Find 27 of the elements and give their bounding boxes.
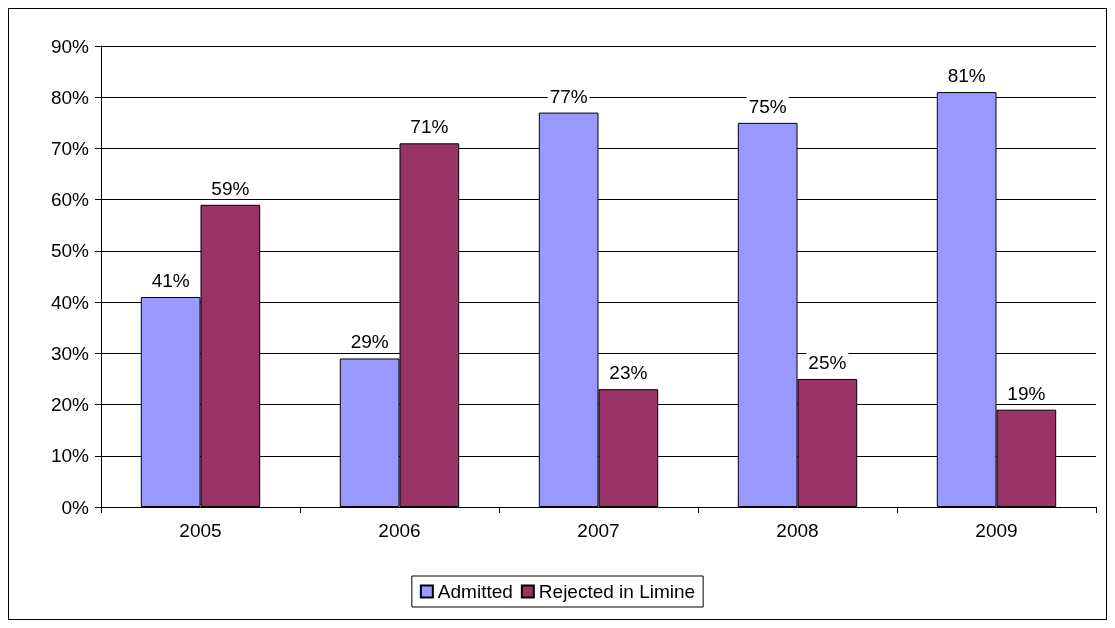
data-label: 19% [1007, 382, 1046, 404]
y-tick-label: 40% [50, 291, 90, 313]
data-label: 41% [151, 269, 190, 291]
y-tick-label: 60% [50, 189, 90, 211]
data-label: 81% [947, 65, 986, 87]
x-tick-label: 2008 [776, 520, 819, 541]
y-tick-label: 20% [50, 394, 90, 416]
legend-label: Rejected in Limine [538, 581, 696, 602]
legend-label: Admitted [437, 581, 513, 602]
y-tick-label: 30% [50, 342, 90, 364]
x-tick-label: 2007 [577, 520, 620, 541]
x-tick-label: 2009 [975, 520, 1018, 541]
data-label: 23% [609, 362, 648, 384]
y-tick-label: 0% [61, 496, 90, 518]
y-tick-label: 50% [50, 240, 90, 262]
data-label: 29% [350, 331, 389, 353]
y-tick-label: 70% [50, 137, 90, 159]
y-tick-label: 90% [50, 35, 90, 57]
data-label: 71% [410, 116, 449, 138]
x-tick-label: 2005 [179, 520, 222, 541]
x-tick-label: 2006 [378, 520, 421, 541]
y-tick-label: 80% [50, 86, 90, 108]
data-label: 77% [549, 85, 588, 107]
data-label: 59% [211, 177, 250, 199]
data-label: 75% [748, 95, 787, 117]
y-tick-label: 10% [50, 445, 90, 467]
data-label: 25% [808, 351, 847, 373]
